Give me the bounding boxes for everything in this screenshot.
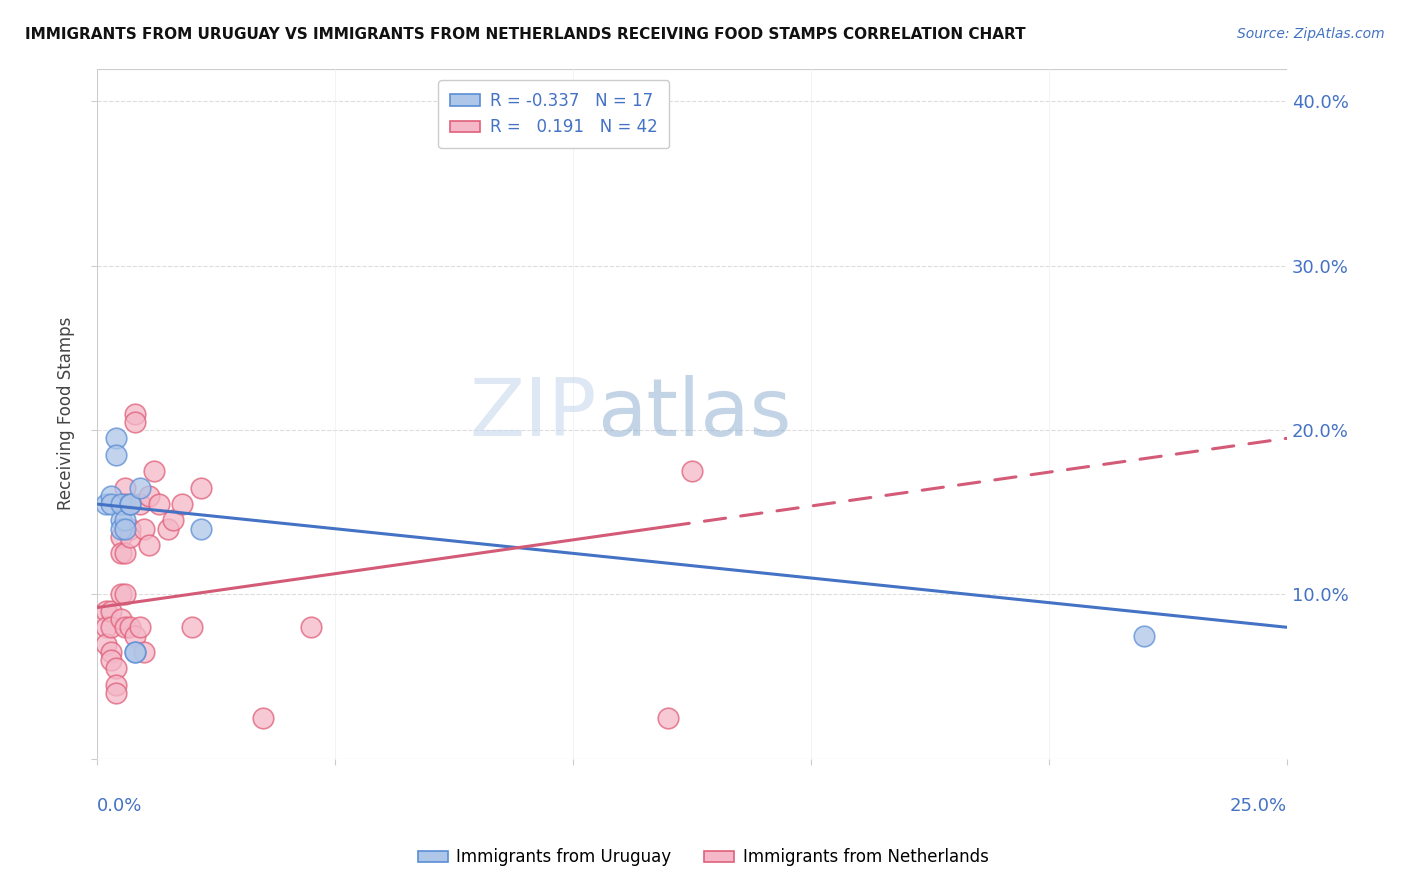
- Point: [252, 711, 274, 725]
- Point: [114, 620, 136, 634]
- Point: [1133, 628, 1156, 642]
- Point: [157, 522, 180, 536]
- Point: [110, 513, 132, 527]
- Point: [104, 431, 127, 445]
- Point: [110, 546, 132, 560]
- Point: [110, 587, 132, 601]
- Point: [100, 653, 122, 667]
- Point: [134, 522, 156, 536]
- Point: [124, 645, 146, 659]
- Point: [172, 497, 194, 511]
- Point: [124, 645, 146, 659]
- Point: [110, 612, 132, 626]
- Point: [110, 530, 132, 544]
- Point: [134, 645, 156, 659]
- Point: [104, 686, 127, 700]
- Legend: Immigrants from Uruguay, Immigrants from Netherlands: Immigrants from Uruguay, Immigrants from…: [411, 842, 995, 873]
- Point: [100, 489, 122, 503]
- Point: [100, 604, 122, 618]
- Point: [114, 481, 136, 495]
- Point: [104, 678, 127, 692]
- Point: [190, 481, 212, 495]
- Point: [128, 497, 150, 511]
- Point: [124, 407, 146, 421]
- Point: [138, 538, 160, 552]
- Point: [100, 497, 122, 511]
- Point: [681, 464, 703, 478]
- Text: ZIP: ZIP: [470, 375, 596, 452]
- Point: [124, 628, 146, 642]
- Point: [114, 587, 136, 601]
- Point: [96, 497, 118, 511]
- Point: [138, 489, 160, 503]
- Point: [110, 497, 132, 511]
- Point: [181, 620, 204, 634]
- Point: [100, 645, 122, 659]
- Point: [96, 604, 118, 618]
- Point: [104, 661, 127, 675]
- Point: [148, 497, 170, 511]
- Point: [110, 522, 132, 536]
- Point: [118, 522, 141, 536]
- Point: [118, 620, 141, 634]
- Text: IMMIGRANTS FROM URUGUAY VS IMMIGRANTS FROM NETHERLANDS RECEIVING FOOD STAMPS COR: IMMIGRANTS FROM URUGUAY VS IMMIGRANTS FR…: [25, 27, 1026, 42]
- Point: [118, 530, 141, 544]
- Point: [114, 546, 136, 560]
- Legend: R = -0.337   N = 17, R =   0.191   N = 42: R = -0.337 N = 17, R = 0.191 N = 42: [439, 80, 669, 148]
- Point: [104, 448, 127, 462]
- Point: [142, 464, 165, 478]
- Text: atlas: atlas: [596, 375, 792, 452]
- Point: [96, 620, 118, 634]
- Point: [100, 620, 122, 634]
- Point: [114, 497, 136, 511]
- Point: [114, 513, 136, 527]
- Text: 25.0%: 25.0%: [1230, 797, 1286, 814]
- Point: [114, 522, 136, 536]
- Point: [96, 637, 118, 651]
- Text: 0.0%: 0.0%: [97, 797, 142, 814]
- Point: [118, 497, 141, 511]
- Point: [118, 497, 141, 511]
- Point: [162, 513, 184, 527]
- Point: [299, 620, 322, 634]
- Y-axis label: Receiving Food Stamps: Receiving Food Stamps: [58, 317, 75, 510]
- Text: Source: ZipAtlas.com: Source: ZipAtlas.com: [1237, 27, 1385, 41]
- Point: [657, 711, 679, 725]
- Point: [190, 522, 212, 536]
- Point: [124, 415, 146, 429]
- Point: [128, 481, 150, 495]
- Point: [128, 620, 150, 634]
